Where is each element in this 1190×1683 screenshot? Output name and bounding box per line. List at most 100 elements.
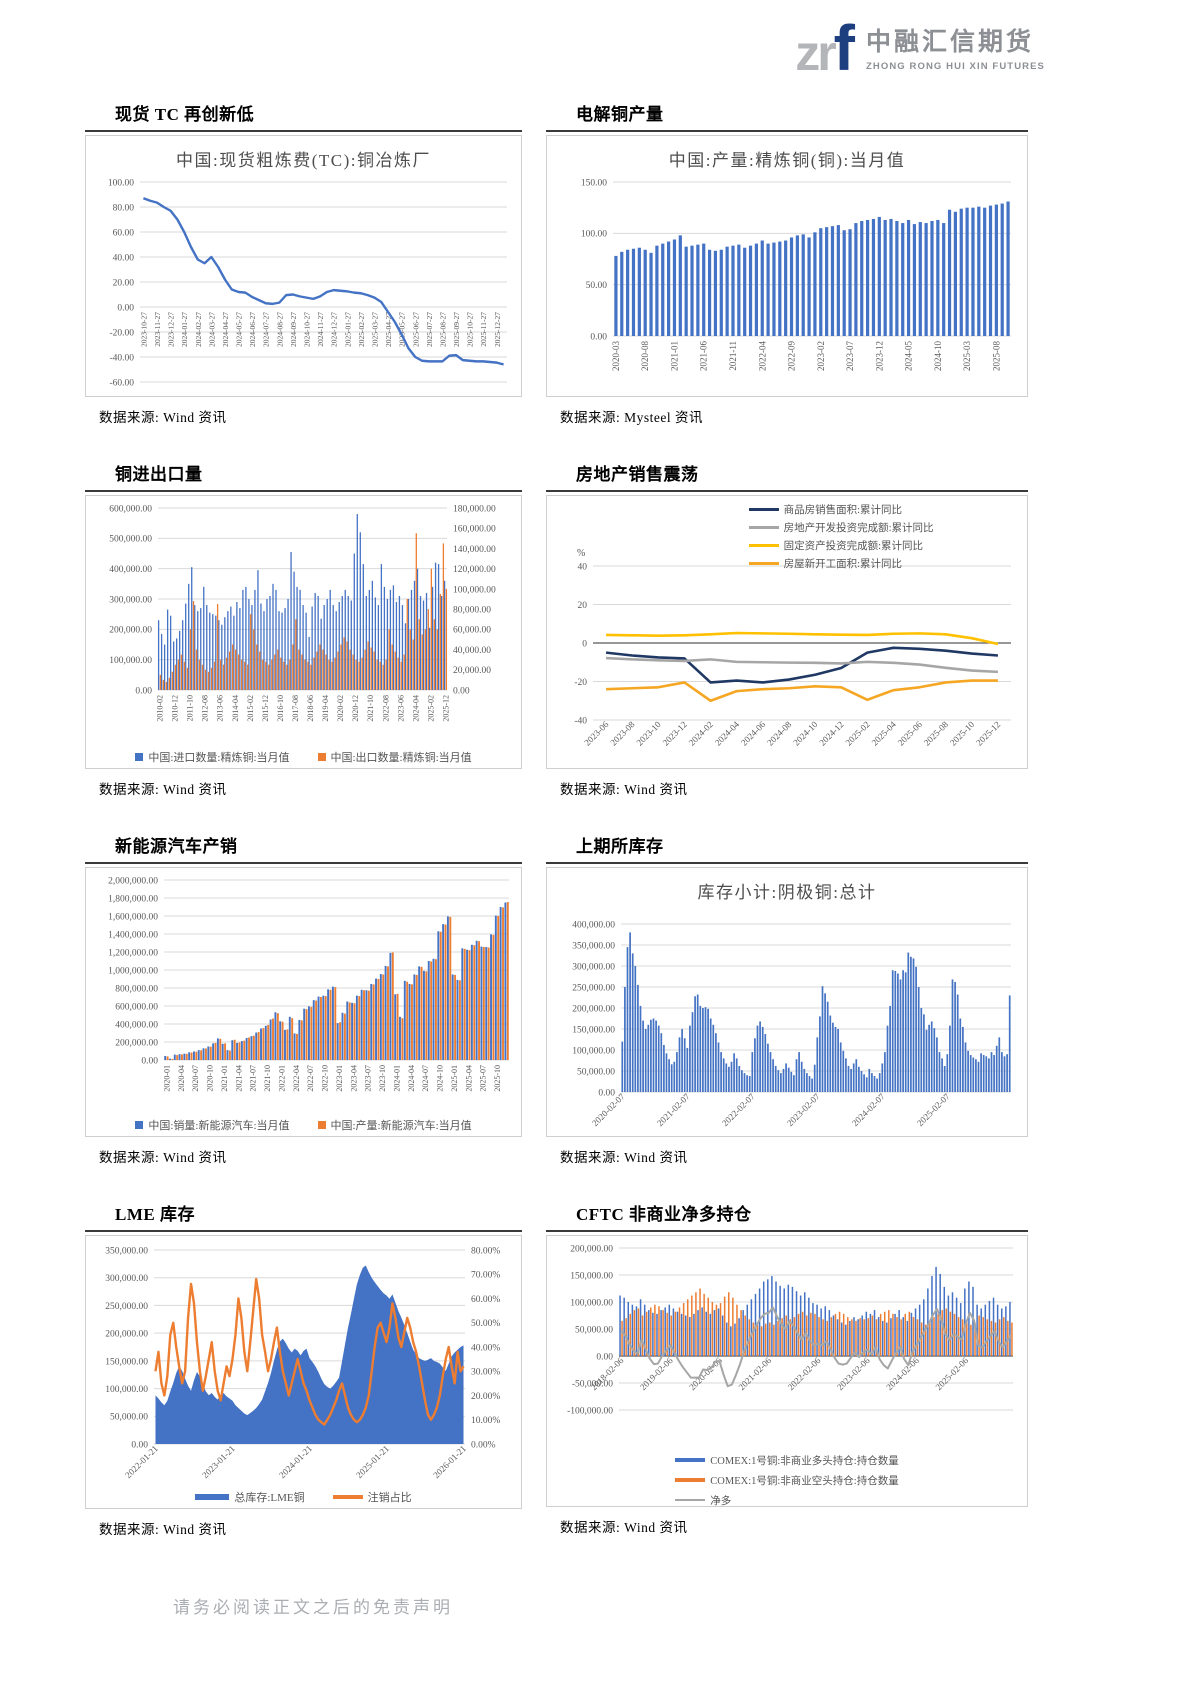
svg-text:2025-02-27: 2025-02-27 — [357, 312, 366, 347]
svg-text:180,000.00: 180,000.00 — [453, 504, 496, 514]
svg-text:2025-02: 2025-02 — [426, 695, 435, 722]
svg-text:2025-10-27: 2025-10-27 — [466, 312, 475, 347]
svg-text:100,000.00: 100,000.00 — [570, 1298, 613, 1308]
svg-text:2025-02: 2025-02 — [843, 719, 871, 747]
legend-swatch — [332, 1495, 363, 1499]
chart-frame: 350,000.00 300,000.00 250,000.00 200,000.00… — [85, 1235, 522, 1509]
svg-text:2020-07: 2020-07 — [191, 1065, 200, 1092]
section-heading: 铜进出口量 — [85, 460, 522, 492]
svg-text:2024-01-21: 2024-01-21 — [277, 1443, 314, 1480]
svg-text:2022-04: 2022-04 — [292, 1065, 301, 1092]
svg-text:250,000.00: 250,000.00 — [105, 1302, 148, 1312]
svg-text:2025-12: 2025-12 — [974, 719, 1002, 747]
svg-text:150,000.00: 150,000.00 — [105, 1357, 148, 1367]
svg-text:2021-10: 2021-10 — [263, 1065, 272, 1092]
svg-text:20: 20 — [578, 601, 588, 611]
svg-text:2024-07: 2024-07 — [421, 1065, 430, 1092]
svg-text:2023-07: 2023-07 — [845, 341, 855, 371]
svg-text:2023-11-27: 2023-11-27 — [153, 312, 162, 347]
chart-section-spot-tc: 现货 TC 再创新低 100.00 80.00 60.00 40.00 20.00 0.0… — [85, 100, 522, 426]
svg-text:2025-10: 2025-10 — [493, 1065, 502, 1092]
svg-text:2010-02: 2010-02 — [156, 695, 165, 722]
chart-frame: 2,000,000.00 1,800,000.00 1,600,000.00 1,40… — [85, 867, 522, 1137]
svg-text:40.00: 40.00 — [113, 253, 135, 263]
svg-text:2024-05-27: 2024-05-27 — [235, 312, 244, 347]
legend-item: 净多 — [675, 1493, 731, 1508]
svg-text:2023-10-27: 2023-10-27 — [139, 312, 148, 347]
svg-text:2023-01: 2023-01 — [335, 1065, 344, 1092]
svg-text:2023-04: 2023-04 — [349, 1065, 358, 1092]
svg-text:200,000.00: 200,000.00 — [105, 1330, 148, 1340]
logo-zr: zr — [795, 24, 837, 81]
svg-text:60.00%: 60.00% — [471, 1295, 500, 1305]
svg-text:2020-08: 2020-08 — [640, 341, 650, 371]
svg-text:2024-10: 2024-10 — [791, 719, 820, 748]
svg-text:1,600,000.00: 1,600,000.00 — [108, 912, 158, 922]
copper-import-export-chart: 600,000.00 500,000.00 400,000.00 300,000.00… — [109, 504, 496, 722]
logo-text: 中融汇信期货 ZHONG RONG HUI XIN FUTURES — [866, 22, 1045, 74]
source-note: 数据来源: Mysteel 资讯 — [560, 410, 703, 425]
svg-text:0.00: 0.00 — [598, 1088, 615, 1098]
svg-text:2022-10: 2022-10 — [321, 1065, 330, 1092]
svg-text:2025-07-27: 2025-07-27 — [425, 312, 434, 347]
svg-text:0.00: 0.00 — [131, 1440, 148, 1450]
svg-text:2025-01: 2025-01 — [450, 1065, 459, 1092]
logo-zrf-mark: zrf — [795, 16, 855, 80]
svg-text:2024-08-27: 2024-08-27 — [275, 312, 284, 347]
svg-text:2026-01-21: 2026-01-21 — [431, 1443, 468, 1480]
svg-text:2021-04: 2021-04 — [234, 1065, 243, 1092]
legend-item: 房地产开发投资完成额:累计同比 — [748, 520, 934, 535]
svg-text:2024-04-27: 2024-04-27 — [221, 312, 230, 347]
svg-text:2019-04: 2019-04 — [321, 695, 330, 722]
legend-label: 房屋新开工面积:累计同比 — [783, 559, 903, 570]
svg-text:80.00: 80.00 — [113, 203, 135, 213]
section-heading: LME 库存 — [85, 1200, 522, 1232]
svg-text:-60.00: -60.00 — [109, 378, 134, 388]
source-note: 数据来源: Wind 资讯 — [560, 1150, 688, 1165]
logo-company-name-en: ZHONG RONG HUI XIN FUTURES — [865, 61, 1045, 72]
svg-text:2024-12-27: 2024-12-27 — [330, 312, 339, 347]
svg-text:2025-05-27: 2025-05-27 — [398, 312, 407, 347]
svg-text:2024-06-27: 2024-06-27 — [248, 312, 257, 347]
svg-text:100,000.00: 100,000.00 — [109, 656, 152, 666]
svg-text:2021-02-07: 2021-02-07 — [655, 1091, 692, 1128]
real-estate-line-chart: 40200-20-40%2023-062023-082023-102023-12… — [574, 548, 1011, 748]
svg-text:2025-01-21: 2025-01-21 — [354, 1443, 391, 1480]
section-heading: 新能源汽车产销 — [85, 832, 522, 864]
svg-text:2015-02: 2015-02 — [246, 695, 255, 722]
svg-text:2021-10: 2021-10 — [366, 695, 375, 722]
svg-text:1,800,000.00: 1,800,000.00 — [108, 894, 158, 904]
section-heading: 上期所库存 — [546, 832, 1028, 864]
source-note: 数据来源: Wind 资讯 — [560, 782, 688, 797]
svg-text:120,000.00: 120,000.00 — [453, 565, 496, 575]
svg-text:2023-12-27: 2023-12-27 — [167, 312, 176, 347]
legend-swatch — [748, 561, 779, 566]
legend-swatch — [748, 525, 779, 530]
chart-frame: 200,000.00 150,000.00 100,000.00 50,000.00 0… — [546, 1235, 1028, 1507]
chart-section-real-estate: 房地产销售震荡 40 20 0 -20 -40% 2023-06 2023-08 2023-1… — [546, 460, 1028, 798]
legend-label: 中国:进口数量:精炼铜:当月值 — [148, 752, 290, 764]
svg-text:1,200,000.00: 1,200,000.00 — [108, 948, 158, 958]
svg-text:2022-02-06: 2022-02-06 — [786, 1355, 823, 1392]
legend: 商品房销售面积:累计同比 房地产开发投资完成额:累计同比 固定资产投资完成额:累计同… — [748, 502, 934, 571]
svg-text:2023-10: 2023-10 — [634, 719, 663, 748]
svg-text:200,000.00: 200,000.00 — [570, 1244, 613, 1254]
svg-text:100,000.00: 100,000.00 — [105, 1385, 148, 1395]
svg-text:20,000.00: 20,000.00 — [453, 666, 491, 676]
cftc-positions-chart: 200,000.00 150,000.00 100,000.00 50,000.00 0… — [567, 1244, 1013, 1416]
legend-label: 净多 — [710, 1495, 732, 1507]
svg-text:10.00%: 10.00% — [471, 1416, 500, 1426]
svg-text:2024-12: 2024-12 — [817, 719, 845, 747]
svg-text:200,000.00: 200,000.00 — [115, 1038, 158, 1048]
svg-text:300,000.00: 300,000.00 — [105, 1274, 148, 1284]
svg-text:350,000.00: 350,000.00 — [572, 941, 615, 951]
legend-swatch — [675, 1478, 706, 1482]
legend-swatch — [748, 543, 779, 548]
svg-text:2025-03: 2025-03 — [962, 341, 972, 371]
section-heading: 房地产销售震荡 — [546, 460, 1028, 492]
source-note: 数据来源: Wind 资讯 — [560, 1520, 688, 1535]
legend-swatch — [195, 1494, 230, 1500]
tc-line-chart: 100.00 80.00 60.00 40.00 20.00 0.00 -20.00 -40.… — [108, 178, 507, 388]
svg-text:2021-06: 2021-06 — [699, 341, 709, 371]
